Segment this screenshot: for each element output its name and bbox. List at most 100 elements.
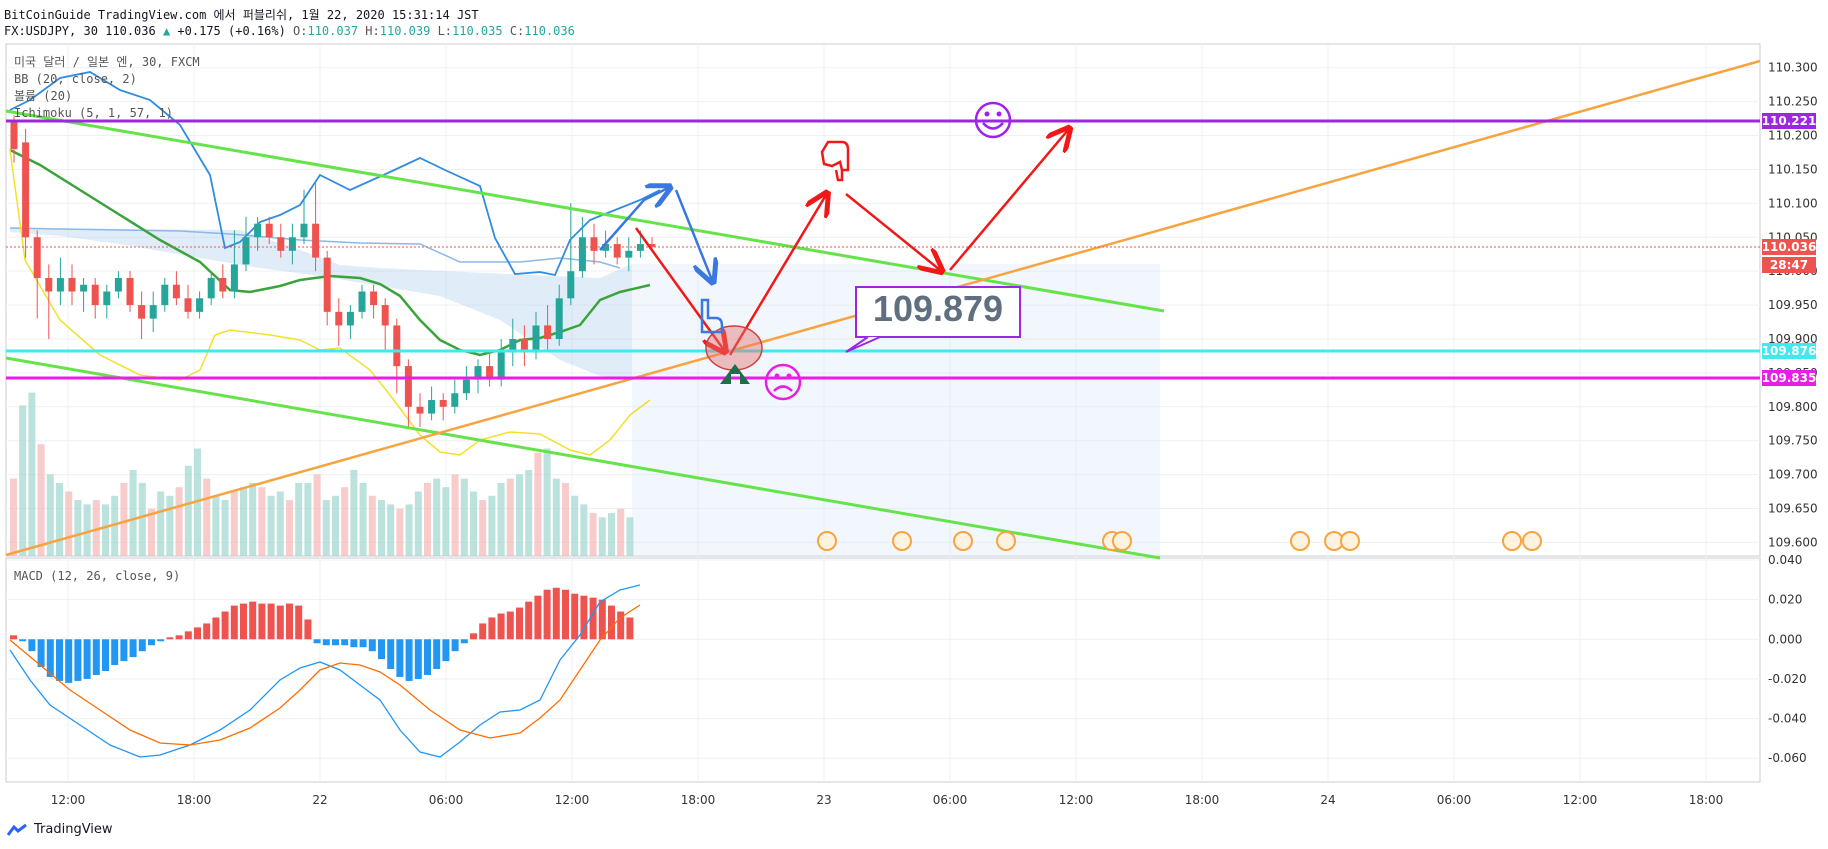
candle-body <box>33 237 41 278</box>
candle-body <box>404 366 412 407</box>
candle-body <box>555 298 563 339</box>
volume-bar <box>350 470 358 556</box>
macd-pane[interactable] <box>5 557 1761 783</box>
price-callout: 109.879 <box>845 286 1021 353</box>
macd-bar <box>433 639 441 670</box>
volume-bar <box>534 452 542 556</box>
macd-bar <box>166 637 174 640</box>
volume-bar <box>332 495 339 556</box>
candle-body <box>103 291 111 306</box>
macd-bar <box>322 639 330 646</box>
volume-bar <box>129 470 137 556</box>
macd-bar <box>46 639 54 677</box>
macd-bar <box>203 623 211 640</box>
candle-body <box>254 223 262 238</box>
volume-bar <box>19 405 27 556</box>
candle-body <box>126 277 134 306</box>
volume-bar <box>157 491 165 556</box>
candle-body <box>451 393 459 407</box>
candle-body <box>346 311 354 326</box>
candle-body <box>80 284 88 292</box>
macd-bar <box>479 623 487 640</box>
candle-body <box>509 338 517 353</box>
candle-body <box>196 298 204 312</box>
tradingview-logo-icon <box>6 823 27 836</box>
price-tick: 109.900 <box>1768 332 1818 346</box>
volume-bar <box>120 482 128 556</box>
volume-bar <box>240 487 247 556</box>
macd-bar <box>405 639 413 681</box>
price-tick: 110.250 <box>1768 95 1818 109</box>
volume-bar <box>516 474 523 556</box>
candle-body <box>230 264 238 292</box>
candle-body <box>636 244 644 251</box>
price-tick: 110.150 <box>1768 162 1818 176</box>
volume-bar <box>341 487 349 556</box>
macd-bar <box>249 601 257 640</box>
time-tick: 18:00 <box>1689 793 1724 807</box>
macd-bar <box>28 639 36 652</box>
high-value: 110.039 <box>379 24 431 38</box>
volume-bar <box>37 444 45 556</box>
happy-face-icon <box>974 101 1012 139</box>
candle-body <box>439 400 447 407</box>
candle-body <box>22 142 30 238</box>
volume-bar <box>92 500 100 556</box>
macd-bar <box>387 639 395 670</box>
volume-bar <box>442 487 450 556</box>
ichimoku-span <box>9 227 621 269</box>
candle-body <box>625 250 633 258</box>
ichimoku-legend: Ichimoku (5, 1, 57, 1) <box>14 106 173 120</box>
time-tick: 06:00 <box>1437 793 1472 807</box>
volume-bar <box>396 508 404 556</box>
candle-body <box>312 223 320 258</box>
time-tick: 12:00 <box>1059 793 1094 807</box>
volume-bar <box>608 513 615 556</box>
volume-bar <box>175 487 183 556</box>
macd-bar <box>626 617 634 640</box>
time-tick: 23 <box>816 793 831 807</box>
volume-bar <box>414 491 422 556</box>
candle-body <box>428 400 436 414</box>
time-tick: 24 <box>1320 793 1335 807</box>
price-label-text: 28:47 <box>1770 258 1808 272</box>
volume-bar <box>359 482 367 556</box>
time-axis[interactable]: 12:00 18:00 22 06:00 12:00 18:00 23 06:00 12:00 1… <box>51 793 1724 807</box>
macd-axis[interactable]: 0.040 0.020 0.000 -0.020 -0.040 -0.060 <box>1768 553 1807 765</box>
symbol-price: FX:USDJPY, 30 110.036 <box>4 24 156 38</box>
volume-bar <box>424 482 431 556</box>
macd-bar <box>129 639 137 658</box>
time-tick: 12:00 <box>1563 793 1598 807</box>
hand-down-blue-icon <box>700 298 724 334</box>
macd-bar <box>148 639 155 646</box>
volume-bar <box>488 495 496 556</box>
candle-body <box>648 244 656 247</box>
macd-bar <box>396 639 404 677</box>
price-label-bg <box>1762 239 1816 255</box>
macd-bar <box>230 605 238 640</box>
time-tick: 12:00 <box>555 793 590 807</box>
candle-body <box>567 271 575 299</box>
candle-body <box>242 237 250 265</box>
candle-body <box>602 244 610 251</box>
up-arrow-icon: ▲ <box>162 24 171 38</box>
price-tick: 110.300 <box>1768 61 1818 75</box>
macd-bar <box>442 639 450 662</box>
volume-bar <box>313 474 321 556</box>
volume-bar <box>267 495 275 556</box>
ichimoku-cloud <box>10 228 632 380</box>
candle-body <box>486 366 494 380</box>
candle-body <box>149 305 157 319</box>
price-axis[interactable]: 110.300110.250110.200110.150110.100110.0… <box>1768 61 1818 550</box>
candle-body <box>56 277 64 292</box>
macd-bar <box>10 635 17 640</box>
candle-body <box>68 277 76 292</box>
macd-bar <box>194 627 201 640</box>
macd-bar <box>598 599 606 640</box>
candle-body <box>265 223 273 238</box>
volume-bar <box>276 491 284 556</box>
volume-bar <box>166 495 174 556</box>
macd-bar <box>184 631 192 640</box>
candle-body <box>613 244 621 258</box>
